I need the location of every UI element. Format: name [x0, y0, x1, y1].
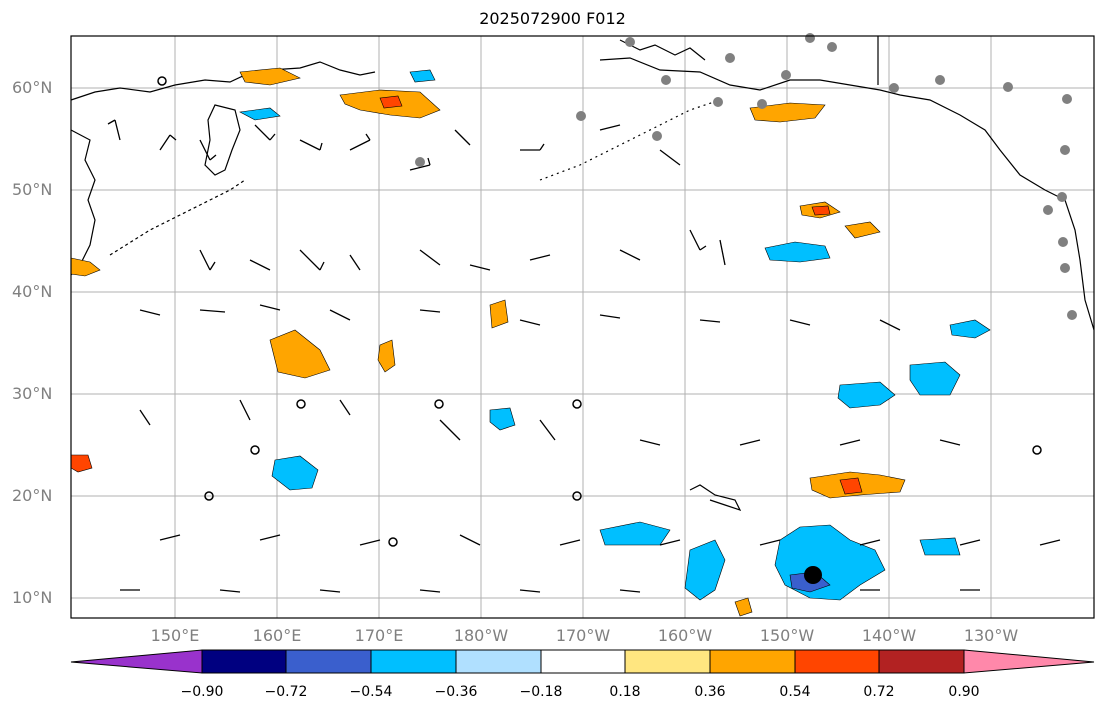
wind-barbs	[107, 119, 1061, 593]
colorbar-tick-label: −0.54	[349, 684, 393, 700]
colorbar-segment	[370, 649, 457, 674]
lat-label: 30°N	[12, 384, 53, 403]
colorbar-tick-label: 0.36	[694, 684, 726, 700]
lon-label: 150°E	[150, 626, 200, 645]
colorbar-segment	[709, 649, 796, 674]
colorbar-tick-label: −0.90	[180, 684, 224, 700]
colorbar-extend-high	[963, 649, 1095, 674]
lon-label: 140°W	[861, 626, 917, 645]
colorbar-segment	[201, 649, 287, 674]
lat-label: 40°N	[12, 282, 53, 301]
map-title: 2025072900 F012	[479, 9, 626, 28]
lon-label: 170°E	[354, 626, 404, 645]
graticule	[71, 36, 1094, 618]
colorbar-tick-label: −0.36	[434, 684, 478, 700]
lat-label: 50°N	[12, 180, 53, 199]
colorbar	[70, 649, 1095, 674]
lon-label: 130°W	[963, 626, 1019, 645]
coastlines	[70, 36, 1095, 512]
lon-label: 150°W	[759, 626, 815, 645]
colorbar-extend-low	[70, 649, 203, 674]
lon-label: 160°E	[252, 626, 302, 645]
lat-label: 20°N	[12, 486, 53, 505]
colorbar-segment	[540, 649, 626, 674]
colorbar-segment	[624, 649, 711, 674]
colorbar-segment	[878, 649, 965, 674]
colorbar-segment	[285, 649, 372, 674]
calm-markers	[157, 76, 1042, 547]
colorbar-segment	[455, 649, 542, 674]
colorbar-tick-label: 0.54	[779, 684, 811, 700]
lon-label: 180°W	[453, 626, 509, 645]
lat-label: 60°N	[12, 78, 53, 97]
station-markers	[415, 33, 1077, 320]
colorbar-tick-label: −0.72	[264, 684, 308, 700]
shaded-regions	[70, 67, 991, 617]
storm-center-marker	[804, 566, 822, 584]
lon-label: 170°W	[555, 626, 611, 645]
lat-label: 10°N	[12, 588, 53, 607]
colorbar-tick-label: −0.18	[519, 684, 563, 700]
colorbar-tick-label: 0.18	[609, 684, 641, 700]
colorbar-tick-label: 0.72	[863, 684, 895, 700]
colorbar-tick-label: 0.90	[948, 684, 980, 700]
lon-label: 160°W	[657, 626, 713, 645]
colorbar-segment	[794, 649, 880, 674]
map-frame	[70, 35, 1095, 619]
